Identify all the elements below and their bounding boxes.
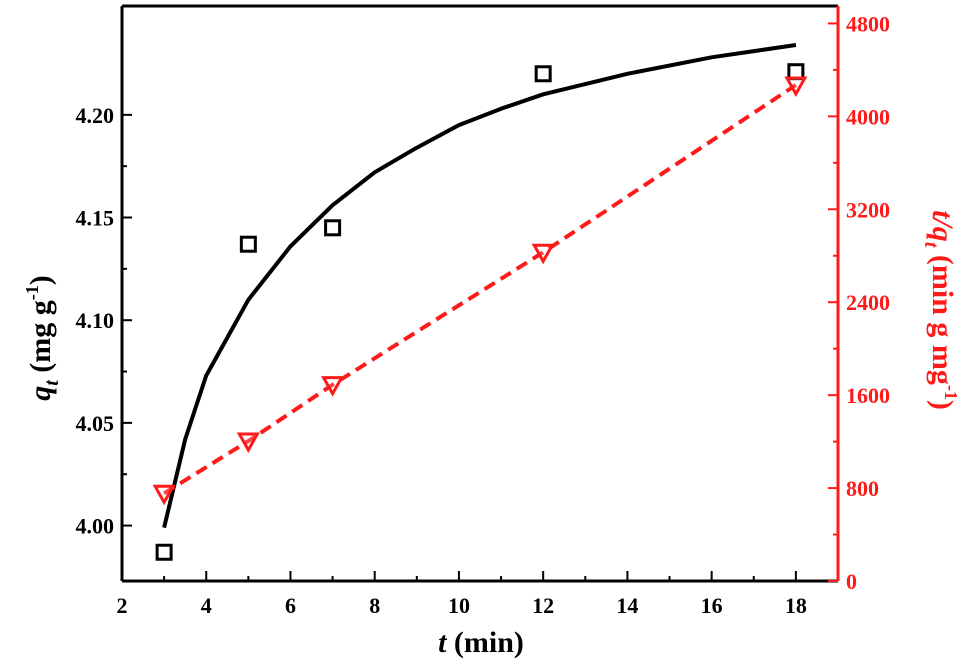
left-y-tick-label: 4.00 (76, 514, 115, 539)
fit-curve-line (162, 43, 797, 529)
left-y-axis-title: qt (mg g-1) (22, 275, 63, 401)
axes: 2 4 6 8 10 12 14 16 18 4.00 4.05 4.10 4.15 4.20 0 800 16… (76, 4, 890, 618)
left-y-tick-label: 4.20 (76, 103, 115, 128)
right-y-axis-title-italic: t/q (926, 210, 959, 242)
right-y-axis-title-sup: -1 (941, 385, 961, 400)
linear-fit-dashed-line (163, 83, 798, 495)
x-axis-title: t (min) (438, 626, 524, 659)
x-tick-label: 4 (201, 593, 212, 618)
right-y-axis-title-sub: t (920, 242, 942, 249)
right-y-tick-label: 4800 (846, 11, 890, 36)
triangle-data-point (531, 243, 555, 265)
x-tick-label: 6 (285, 593, 296, 618)
right-y-tick-label: 4000 (846, 104, 890, 129)
x-tick-label: 18 (785, 593, 807, 618)
x-axis-title-rest: (min) (446, 626, 524, 659)
triangle-data-point (784, 76, 808, 98)
left-y-axis-title-sub: t (41, 379, 63, 386)
right-y-tick-label: 0 (846, 569, 857, 594)
left-y-axis-title-rest: (mg g (24, 300, 57, 380)
x-tick-label: 14 (616, 593, 638, 618)
right-y-tick-label: 3200 (846, 197, 890, 222)
x-tick-label: 2 (117, 593, 128, 618)
square-data-point (239, 235, 257, 253)
left-y-tick-label: 4.05 (76, 411, 115, 436)
left-y-tick-label: 4.15 (76, 206, 115, 231)
left-y-axis-title-sup: -1 (22, 285, 42, 300)
square-data-point (324, 219, 342, 237)
x-axis-title-italic: t (438, 626, 448, 659)
square-data-point (155, 543, 173, 561)
right-y-tick-label: 2400 (846, 290, 890, 315)
left-y-axis-title-italic: q (24, 386, 57, 401)
triangle-data-point (236, 432, 260, 454)
right-y-axis-title-rest: (min g mg (926, 247, 959, 385)
right-y-axis-title: t/qt (min g mg-1) (920, 210, 961, 410)
triangle-data-point (152, 484, 176, 506)
x-tick-label: 10 (448, 593, 470, 618)
x-tick-label: 8 (369, 593, 380, 618)
plot-marks (152, 43, 808, 561)
x-tick-label: 16 (701, 593, 723, 618)
right-y-axis-title-close: ) (926, 400, 959, 410)
right-y-tick-label: 800 (846, 476, 879, 501)
left-y-tick-label: 4.10 (76, 308, 115, 333)
x-tick-label: 12 (532, 593, 554, 618)
left-y-axis-title-close: ) (24, 275, 57, 285)
square-data-point (534, 65, 552, 83)
right-y-tick-label: 1600 (846, 383, 890, 408)
triangle-data-point (321, 376, 345, 397)
